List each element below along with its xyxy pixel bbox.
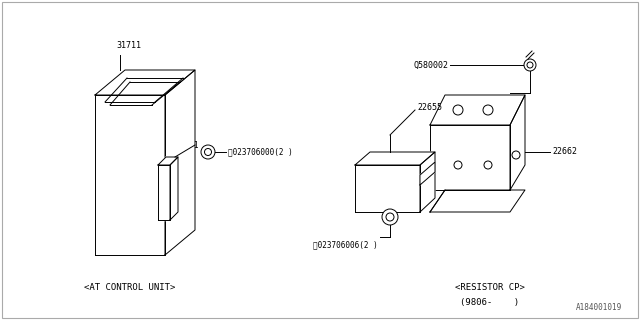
Polygon shape xyxy=(355,152,435,165)
Circle shape xyxy=(205,148,211,156)
Text: (9806-    ): (9806- ) xyxy=(460,298,520,307)
Polygon shape xyxy=(420,162,435,185)
Text: <AT CONTROL UNIT>: <AT CONTROL UNIT> xyxy=(84,284,176,292)
Polygon shape xyxy=(158,157,178,165)
Polygon shape xyxy=(170,157,178,220)
Text: 1: 1 xyxy=(193,141,198,150)
Polygon shape xyxy=(430,125,510,190)
Polygon shape xyxy=(158,165,170,220)
Text: ⓝ023706006(2 ): ⓝ023706006(2 ) xyxy=(313,241,378,250)
Polygon shape xyxy=(420,152,435,212)
Circle shape xyxy=(512,151,520,159)
Text: A184001019: A184001019 xyxy=(576,303,622,312)
Circle shape xyxy=(386,213,394,221)
Circle shape xyxy=(524,59,536,71)
Text: ⓝ023706000(2 ): ⓝ023706000(2 ) xyxy=(228,148,292,156)
Circle shape xyxy=(454,161,462,169)
Polygon shape xyxy=(165,70,195,255)
Text: 22655: 22655 xyxy=(417,102,442,111)
Polygon shape xyxy=(430,95,525,125)
Polygon shape xyxy=(510,95,525,190)
Circle shape xyxy=(483,105,493,115)
Circle shape xyxy=(453,105,463,115)
Polygon shape xyxy=(430,190,525,212)
Circle shape xyxy=(484,161,492,169)
Circle shape xyxy=(527,62,533,68)
Text: <RESISTOR CP>: <RESISTOR CP> xyxy=(455,284,525,292)
Text: 22662: 22662 xyxy=(552,148,577,156)
Circle shape xyxy=(201,145,215,159)
Text: Q580002: Q580002 xyxy=(413,60,448,69)
Polygon shape xyxy=(95,70,195,95)
Circle shape xyxy=(382,209,398,225)
Text: 31711: 31711 xyxy=(116,41,141,50)
Polygon shape xyxy=(355,165,420,212)
Polygon shape xyxy=(95,95,165,255)
